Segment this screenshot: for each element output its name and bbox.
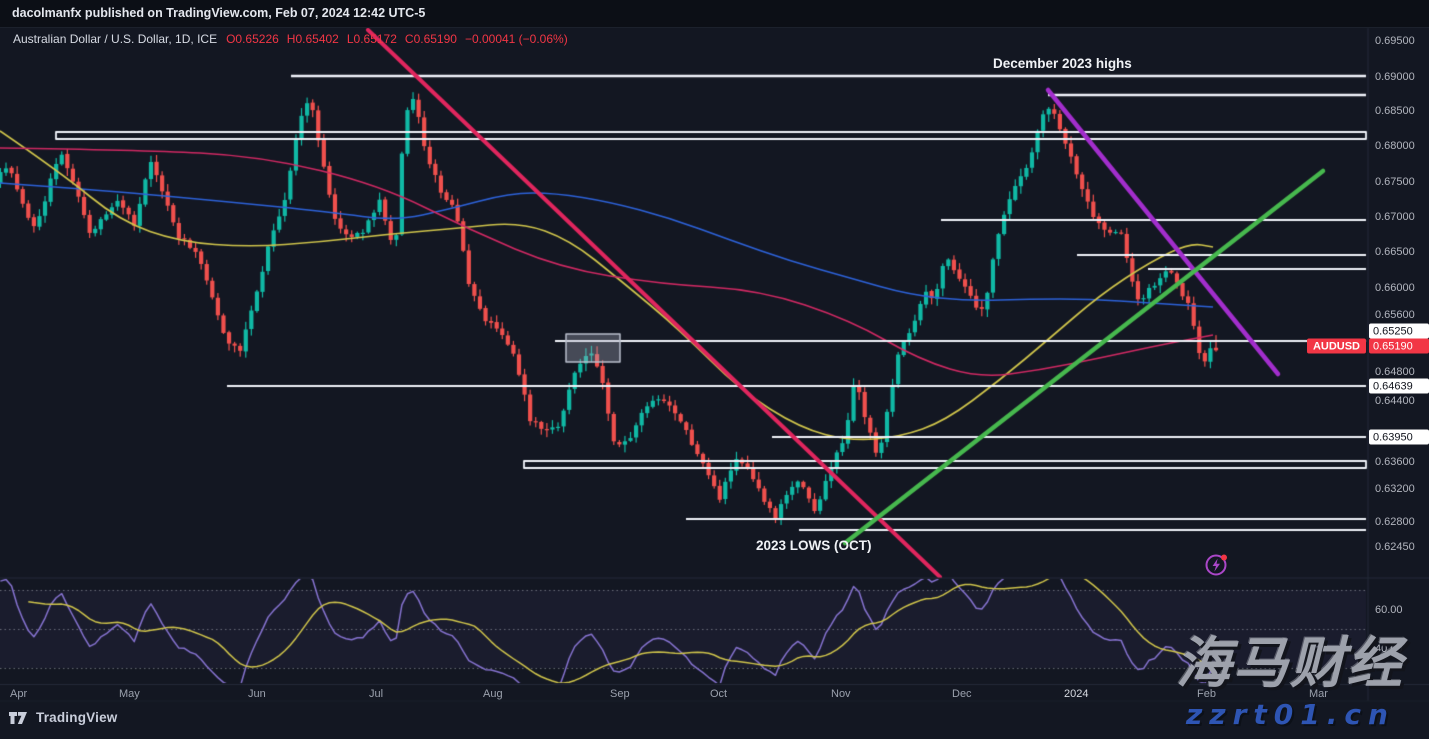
- ohlc-value-4: −0.00041 (−0.06%): [464, 32, 568, 46]
- publish-text: dacolmanfx published on TradingView.com,…: [12, 6, 426, 20]
- price-level-tag: 0.64639: [1369, 378, 1429, 394]
- time-axis-label: May: [119, 688, 140, 700]
- time-axis-label: Dec: [952, 688, 972, 700]
- time-axis-label: 2024: [1064, 688, 1089, 700]
- ohlc-value-1: H0.65402: [286, 32, 339, 46]
- price-axis-tick-label: 0.67500: [1375, 176, 1415, 188]
- rsi-axis-tick-label: 40.00: [1375, 642, 1403, 655]
- time-axis-label: Nov: [831, 688, 851, 700]
- rsi-axis-tick-label: 60.00: [1375, 603, 1403, 616]
- price-axis-tick-label: 0.64800: [1375, 366, 1415, 378]
- price-axis-tick-label: 0.66500: [1375, 246, 1415, 258]
- last-price-symbol-tag: AUDUSD: [1306, 338, 1366, 354]
- price-axis-tick-label: 0.63200: [1375, 483, 1415, 495]
- time-axis-label: Jun: [248, 688, 266, 700]
- price-axis-tick-label: 0.69000: [1375, 71, 1415, 83]
- price-axis-tick-label: 0.69500: [1375, 35, 1415, 47]
- annotation-december-highs: December 2023 highs: [993, 56, 1132, 71]
- price-axis-tick-label: 0.68000: [1375, 140, 1415, 152]
- last-price-tag: 0.65190: [1369, 338, 1429, 354]
- price-axis-tick-label: 0.62800: [1375, 516, 1415, 528]
- ohlc-value-3: C0.65190: [404, 32, 457, 46]
- price-axis-tick-label: 0.67000: [1375, 211, 1415, 223]
- tradingview-logo-text: TradingView: [36, 710, 118, 725]
- publish-bar: dacolmanfx published on TradingView.com,…: [0, 0, 1429, 28]
- time-axis-label: Aug: [483, 688, 503, 700]
- tradingview-logo-icon: [9, 711, 27, 724]
- symbol-legend[interactable]: Australian Dollar / U.S. Dollar, 1D, ICE…: [13, 32, 576, 46]
- time-axis-label: Jul: [369, 688, 384, 700]
- time-axis-label: Feb: [1197, 688, 1216, 700]
- price-axis-tick-label: 0.66000: [1375, 282, 1415, 294]
- price-axis-tick-label: 0.62450: [1375, 541, 1415, 553]
- ohlc-value-2: L0.65172: [346, 32, 397, 46]
- annotation-2023-lows: 2023 LOWS (OCT): [756, 538, 872, 553]
- time-axis-label: Apr: [10, 688, 28, 700]
- symbol-title: Australian Dollar / U.S. Dollar, 1D, ICE: [13, 32, 218, 46]
- time-axis-label: Mar: [1309, 688, 1328, 700]
- price-level-tag: 0.63950: [1369, 429, 1429, 445]
- price-level-tag: 0.65250: [1369, 323, 1429, 339]
- watermark-chinese: 海马财经: [1176, 631, 1405, 695]
- flash-ideas-icon[interactable]: [1203, 551, 1231, 579]
- price-axis-tick-label: 0.64400: [1375, 395, 1415, 407]
- time-axis-label: Oct: [710, 688, 728, 700]
- watermark-url: zzrt01.cn: [1186, 698, 1395, 731]
- price-axis-tick-label: 0.68500: [1375, 105, 1415, 117]
- tradingview-logo[interactable]: TradingView: [9, 710, 117, 725]
- price-axis-tick-label: 0.63600: [1375, 456, 1415, 468]
- ohlc-value-0: O0.65226: [226, 32, 279, 46]
- price-axis-tick-label: 0.65600: [1375, 309, 1415, 321]
- time-axis-label: Sep: [610, 688, 630, 700]
